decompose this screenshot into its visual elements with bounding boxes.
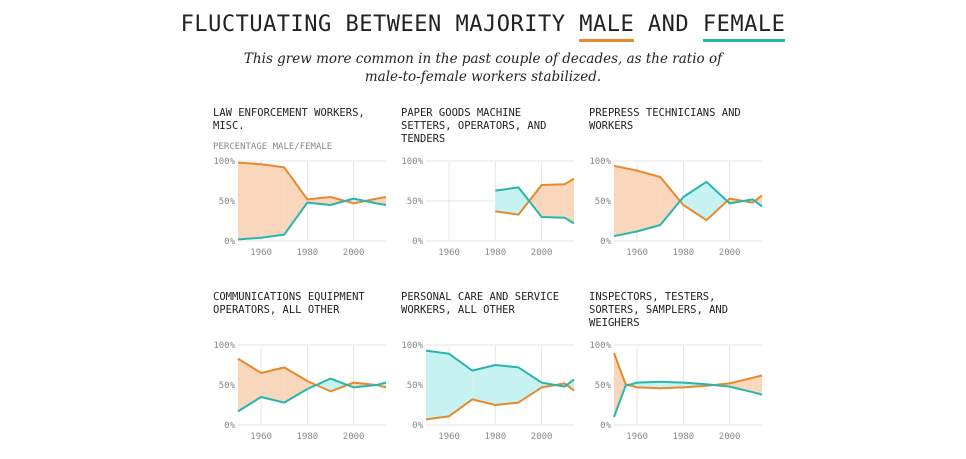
female-majority-area	[495, 365, 519, 405]
y-tick-label: 50%	[595, 381, 612, 391]
male-majority-area	[614, 165, 638, 237]
male-majority-area	[529, 185, 542, 217]
y-tick-label: 100%	[401, 341, 423, 351]
female-majority-area	[472, 365, 496, 405]
chart-law-enforcement: 0% 50% 100% 1960 1980 2000	[213, 157, 387, 258]
female-line	[495, 186, 575, 225]
title-prefix: FLUCTUATING BETWEEN MAJORITY	[180, 12, 580, 37]
y-tick-label: 100%	[589, 341, 611, 351]
male-majority-area	[754, 195, 762, 207]
male-majority-area	[284, 367, 308, 403]
y-tick-label: 100%	[401, 157, 423, 167]
x-tick-label: 2000	[531, 248, 553, 258]
y-tick-label: 0%	[600, 237, 611, 247]
male-majority-area	[238, 358, 262, 412]
male-majority-area	[564, 178, 574, 224]
female-majority-area	[518, 367, 542, 403]
x-tick-label: 1960	[250, 432, 272, 442]
female-line	[425, 349, 575, 388]
panel-title-personal-care: PERSONAL CARE AND SERVICE WORKERS, ALL O…	[401, 291, 560, 316]
female-majority-area	[495, 187, 519, 215]
y-tick-label: 0%	[224, 237, 235, 247]
y-tick-label: 100%	[589, 157, 611, 167]
male-majority-area	[541, 184, 565, 218]
female-line	[613, 380, 763, 418]
x-tick-label: 1960	[250, 248, 272, 258]
x-tick-label: 1980	[297, 248, 319, 258]
female-majority-area	[518, 187, 530, 215]
x-tick-label: 2000	[343, 248, 365, 258]
x-tick-label: 2000	[343, 432, 365, 442]
male-majority-area	[261, 164, 285, 238]
y-tick-label: 50%	[219, 197, 236, 207]
panel-title-law-enforcement: LAW ENFORCEMENT WORKERS, MISC.	[213, 107, 365, 132]
male-majority-area	[284, 167, 308, 235]
male-majority-area	[637, 170, 661, 232]
panel-title-inspectors: INSPECTORS, TESTERS, SORTERS, SAMPLERS, …	[589, 291, 729, 329]
male-majority-area	[614, 353, 626, 417]
y-tick-label: 0%	[600, 421, 611, 431]
female-majority-area	[706, 181, 728, 221]
y-tick-label: 0%	[412, 237, 423, 247]
male-line	[613, 164, 763, 222]
x-tick-label: 1960	[438, 248, 460, 258]
chart-inspectors: 0% 50% 100% 1960 1980 2000	[589, 341, 763, 442]
male-line	[495, 177, 575, 216]
panel-title-paper-goods: PAPER GOODS MACHINE SETTERS, OPERATORS, …	[401, 107, 547, 145]
x-tick-label: 1980	[297, 432, 319, 442]
female-majority-area	[316, 378, 331, 392]
y-axis-label: PERCENTAGE MALE/FEMALE	[213, 142, 333, 152]
y-tick-label: 0%	[224, 421, 235, 431]
female-majority-area	[426, 350, 450, 420]
x-tick-label: 1960	[626, 248, 648, 258]
chart-paper-goods: 0% 50% 100% 1960 1980 2000	[401, 157, 575, 258]
female-majority-area	[330, 378, 348, 392]
female-line	[613, 180, 763, 238]
title-male-word: MALE	[579, 12, 635, 42]
y-tick-label: 100%	[213, 157, 235, 167]
male-majority-area	[261, 367, 285, 403]
title-female-word: FEMALE	[702, 12, 786, 42]
chart-personal-care: 0% 50% 100% 1960 1980 2000	[401, 341, 575, 442]
x-tick-label: 1980	[673, 248, 695, 258]
male-majority-area	[238, 162, 262, 240]
page-title: FLUCTUATING BETWEEN MAJORITY MALE AND FE…	[0, 12, 966, 42]
x-tick-label: 2000	[531, 432, 553, 442]
y-tick-label: 50%	[407, 381, 424, 391]
male-majority-area	[729, 377, 753, 393]
x-tick-label: 1980	[485, 432, 507, 442]
female-line	[237, 377, 387, 413]
x-tick-label: 1960	[438, 432, 460, 442]
page-subtitle: This grew more common in the past couple…	[243, 51, 723, 85]
chart-prepress: 0% 50% 100% 1960 1980 2000	[589, 157, 763, 258]
panel-title-prepress: PREPRESS TECHNICIANS AND WORKERS	[589, 107, 741, 132]
female-majority-area	[683, 181, 707, 221]
panel-title-communications: COMMUNICATIONS EQUIPMENT OPERATORS, ALL …	[213, 291, 365, 316]
female-line	[237, 197, 387, 241]
y-tick-label: 50%	[219, 381, 236, 391]
female-majority-area	[449, 353, 473, 417]
title-and: AND	[634, 12, 703, 37]
male-line	[237, 161, 387, 205]
chart-communications: 0% 50% 100% 1960 1980 2000	[213, 341, 387, 442]
y-tick-label: 50%	[595, 197, 612, 207]
y-tick-label: 100%	[213, 341, 235, 351]
x-tick-label: 2000	[719, 248, 741, 258]
x-tick-label: 1980	[673, 432, 695, 442]
y-tick-label: 50%	[407, 197, 424, 207]
y-tick-label: 0%	[412, 421, 423, 431]
x-tick-label: 1980	[485, 248, 507, 258]
x-tick-label: 2000	[719, 432, 741, 442]
male-line	[425, 382, 575, 421]
female-majority-area	[566, 379, 574, 391]
male-majority-area	[752, 375, 762, 395]
male-majority-area	[660, 177, 681, 225]
x-tick-label: 1960	[626, 432, 648, 442]
